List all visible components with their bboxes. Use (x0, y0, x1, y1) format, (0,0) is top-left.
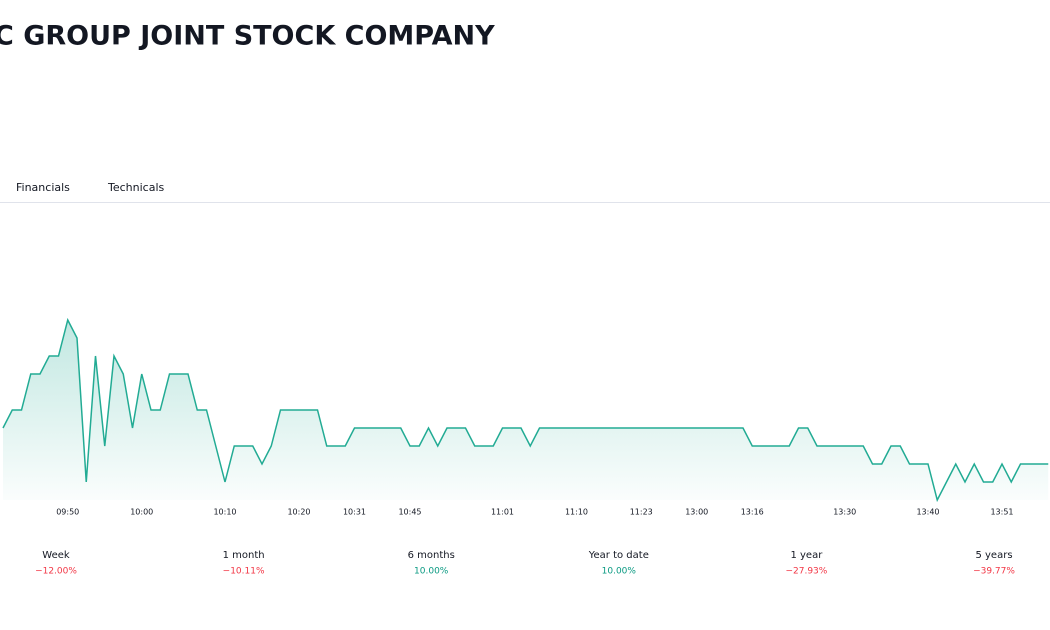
period-label: 6 months (408, 550, 455, 561)
x-tick-label: 09:50 (56, 508, 79, 517)
period-change: −39.77% (973, 567, 1015, 577)
period-label: Week (42, 550, 70, 561)
period-label: 1 month (223, 550, 265, 561)
x-tick-label: 13:40 (916, 508, 939, 517)
period-change: 10.00% (602, 567, 637, 577)
x-tick-label: 13:51 (990, 508, 1013, 517)
period-label: Year to date (588, 550, 649, 561)
x-tick-label: 11:01 (491, 508, 514, 517)
tab[interactable]: Technicals (107, 181, 165, 194)
chart: 09:50 10:00 10:10 10:20 10:31 10:45 11:01 11:10… (2, 317, 1049, 517)
x-tick-label: 10:20 (287, 508, 310, 517)
period-label: 5 years (975, 550, 1012, 561)
tab[interactable]: Financials (16, 181, 70, 194)
x-tick-label: 10:00 (130, 508, 153, 517)
period-label: 1 year (790, 550, 823, 561)
period-change: 10.00% (414, 567, 449, 577)
x-tick-label: 10:10 (213, 508, 236, 517)
period-change: −27.93% (785, 567, 827, 577)
x-tick-label: 11:23 (630, 508, 653, 517)
area-fill (3, 320, 1049, 500)
period-change: −12.00% (35, 567, 77, 577)
x-tick-label: 13:16 (741, 508, 764, 517)
period-change: −10.11% (223, 567, 265, 577)
x-tick-label: 13:00 (685, 508, 708, 517)
x-tick-label: 13:30 (833, 508, 856, 517)
performance: Week −12.00% 1 month −10.11% 6 months 10.00% Y… (35, 550, 1015, 577)
company-title: C GROUP JOINT STOCK COMPANY (0, 21, 495, 52)
x-tick-label: 10:45 (398, 508, 421, 517)
x-tick-label: 10:31 (343, 508, 366, 517)
price-line (2, 317, 1049, 503)
x-tick-label: 11:10 (565, 508, 588, 517)
